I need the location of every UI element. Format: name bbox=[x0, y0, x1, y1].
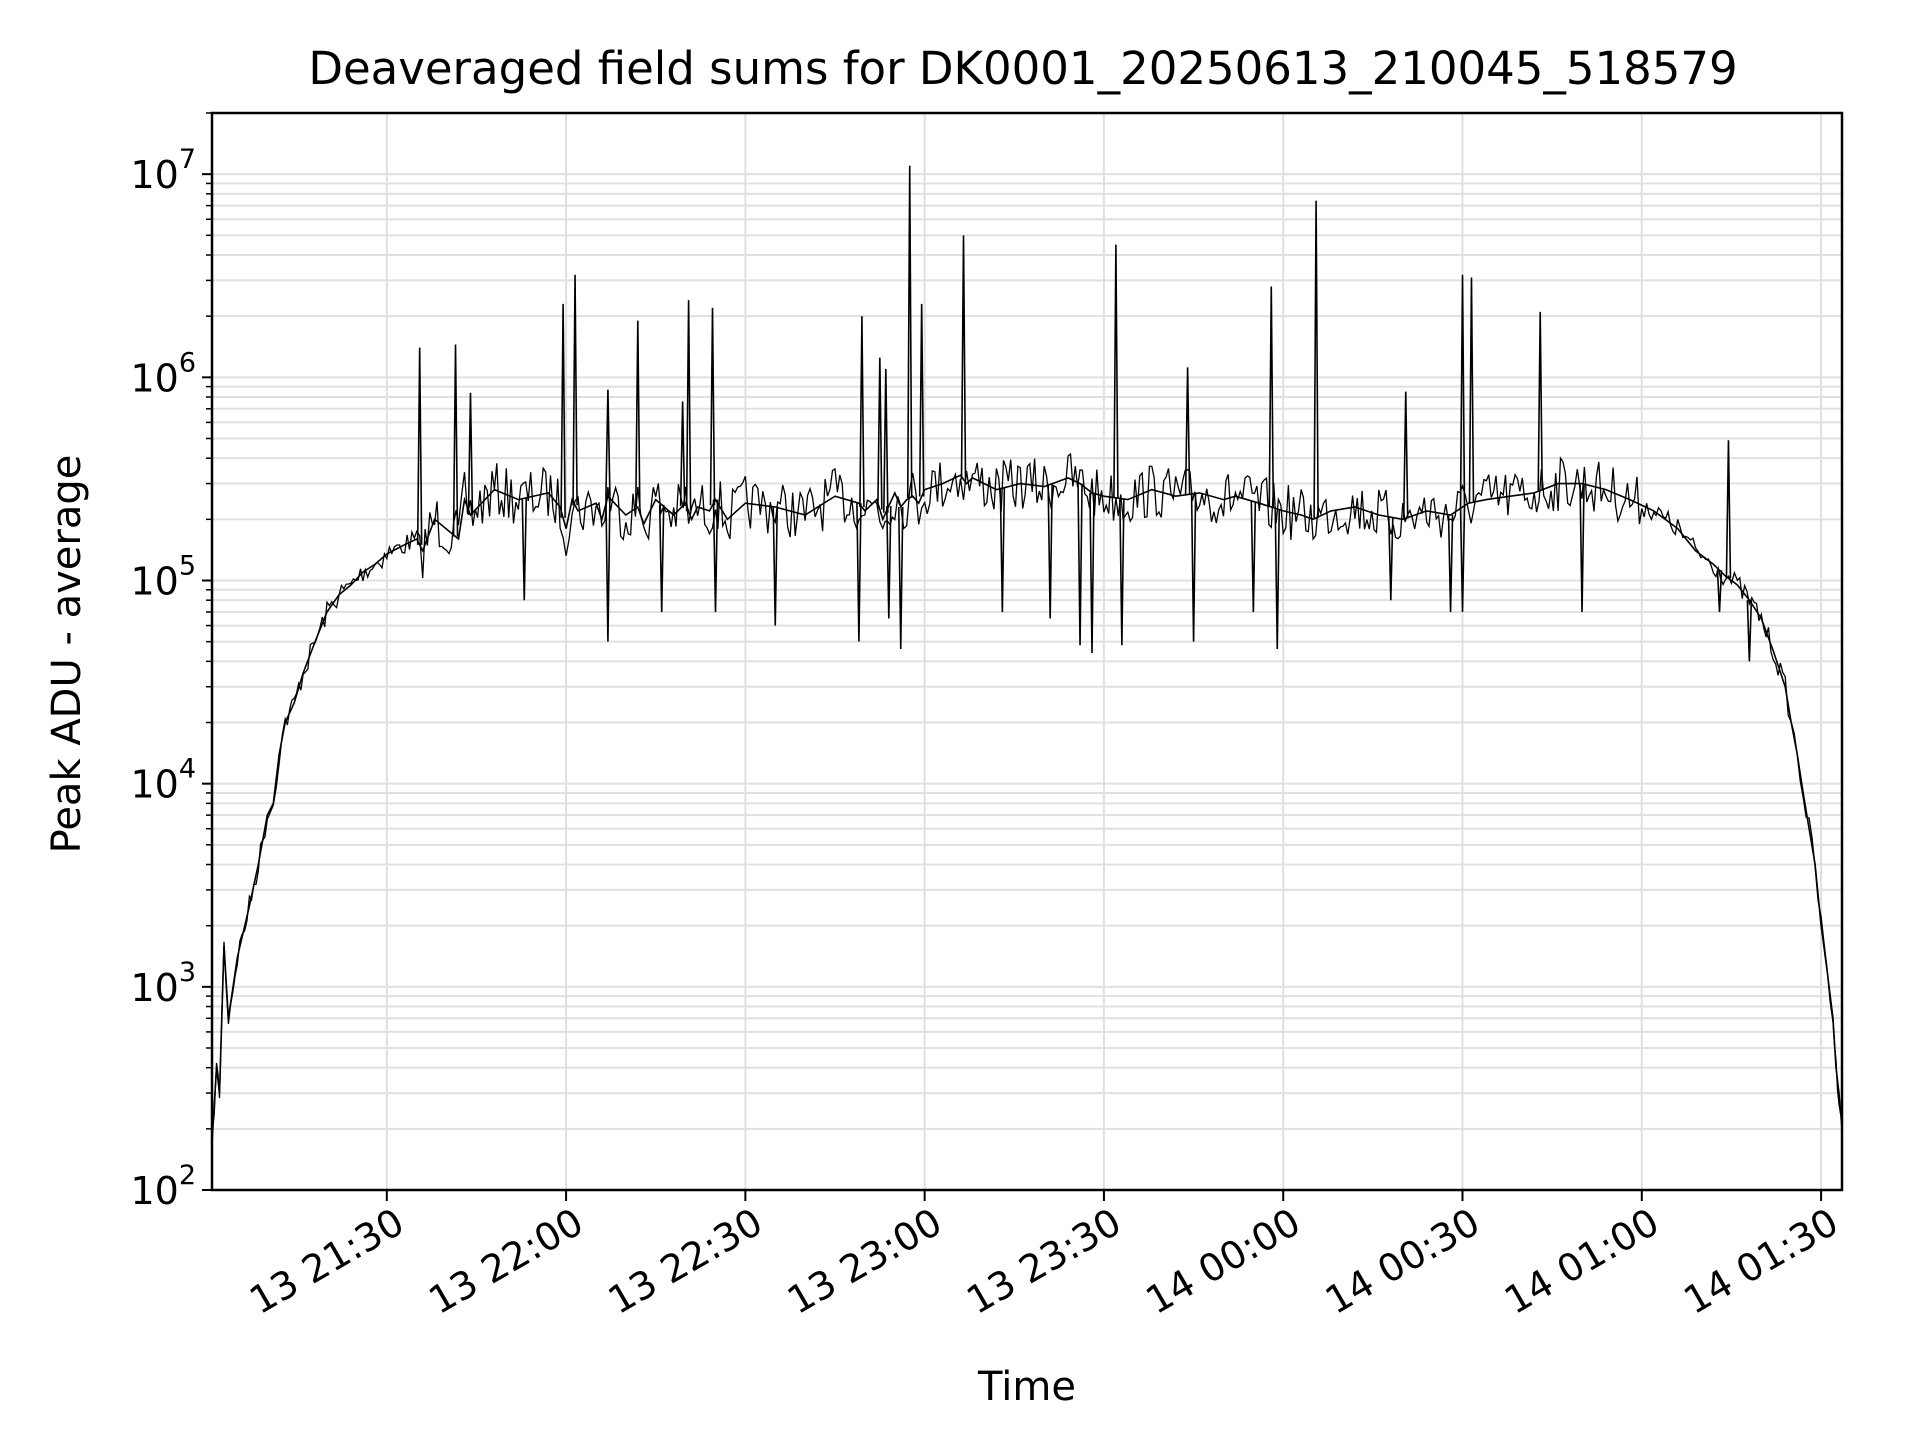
spike-mark bbox=[560, 303, 566, 518]
spike-mark bbox=[1268, 286, 1275, 508]
dip-mark bbox=[521, 498, 528, 601]
axes-frame bbox=[210, 111, 1844, 1192]
y-tick-label: 105 bbox=[130, 550, 196, 603]
spike-mark bbox=[960, 235, 967, 480]
x-axis-label: Time bbox=[977, 1364, 1076, 1410]
dip-mark bbox=[856, 503, 862, 642]
spike-mark bbox=[709, 307, 716, 506]
spike-mark bbox=[452, 344, 459, 537]
y-tick-label: 106 bbox=[130, 347, 196, 400]
spike-mark bbox=[605, 389, 611, 497]
dip-mark bbox=[1746, 600, 1753, 662]
dip-mark bbox=[1119, 498, 1125, 646]
chart-title: Deaveraged field sums for DK0001_2025061… bbox=[308, 42, 1737, 95]
dip-mark bbox=[886, 506, 892, 619]
dip-mark bbox=[658, 504, 665, 612]
spike-mark bbox=[1113, 244, 1119, 498]
y-axis-label: Peak ADU - average bbox=[44, 455, 90, 854]
dip-mark bbox=[1459, 506, 1466, 612]
spike-mark bbox=[906, 165, 913, 498]
spike-mark bbox=[1468, 277, 1475, 503]
spike-mark bbox=[883, 368, 889, 513]
series-line bbox=[211, 474, 1843, 1144]
spike-mark bbox=[635, 320, 641, 508]
spike-mark bbox=[1459, 274, 1466, 508]
dip-mark bbox=[605, 496, 611, 642]
dip-mark bbox=[772, 506, 779, 626]
plot-area bbox=[211, 165, 1843, 1144]
dip-mark bbox=[999, 488, 1006, 612]
spike-mark bbox=[1725, 440, 1732, 579]
dip-mark bbox=[1047, 484, 1053, 619]
dip-mark bbox=[1387, 517, 1394, 601]
dip-mark bbox=[1089, 492, 1095, 653]
dip-mark bbox=[712, 499, 719, 612]
spike-mark bbox=[1402, 391, 1409, 519]
dip-mark bbox=[1250, 501, 1257, 612]
dip-mark bbox=[1077, 483, 1083, 646]
spike-mark bbox=[1184, 367, 1191, 495]
dip-mark bbox=[1716, 570, 1723, 613]
spike-mark bbox=[918, 303, 925, 497]
spike-mark bbox=[679, 401, 686, 507]
spike-mark bbox=[685, 300, 692, 512]
dip-mark bbox=[1190, 493, 1197, 642]
dip-mark bbox=[1579, 483, 1585, 612]
dip-mark bbox=[1274, 508, 1281, 650]
grid bbox=[212, 112, 1842, 1191]
series-noise bbox=[211, 452, 1842, 1133]
dip-mark bbox=[1447, 515, 1454, 612]
dip-mark bbox=[897, 506, 904, 650]
spike-mark bbox=[572, 274, 578, 506]
spike-mark bbox=[877, 357, 883, 510]
spike-mark bbox=[1313, 200, 1319, 518]
spike-mark bbox=[1537, 311, 1544, 491]
spike-mark bbox=[416, 347, 423, 545]
spike-mark bbox=[467, 392, 474, 516]
spike-mark bbox=[859, 316, 865, 508]
